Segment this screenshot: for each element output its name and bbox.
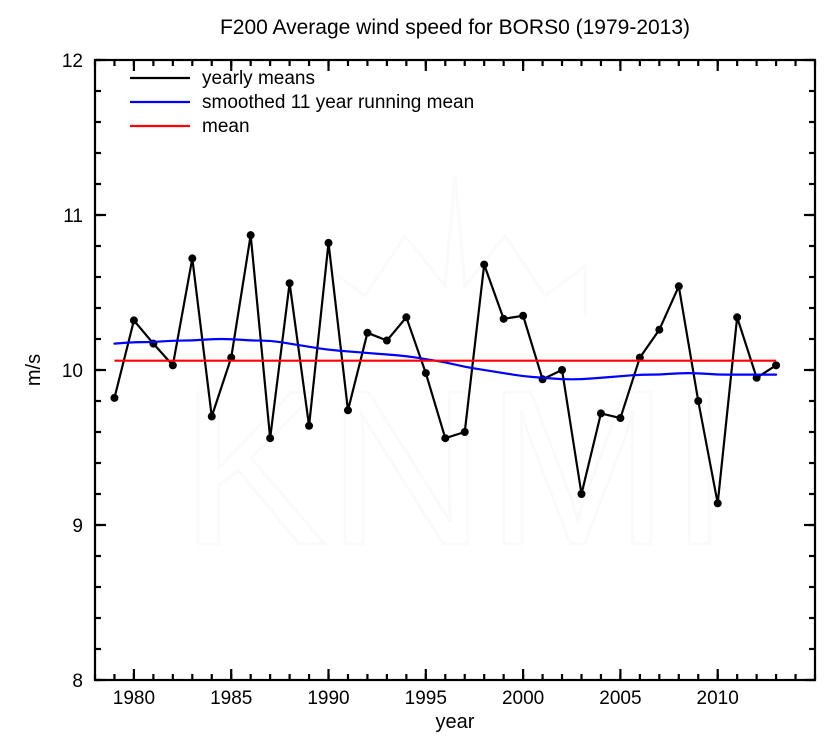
y-tick-label: 11	[63, 206, 83, 227]
marker	[577, 490, 585, 498]
marker	[402, 313, 410, 321]
marker	[714, 499, 722, 507]
marker	[422, 369, 430, 377]
legend-label: yearly means	[202, 68, 315, 89]
marker	[286, 279, 294, 287]
x-tick-label: 1990	[307, 688, 349, 709]
marker	[655, 326, 663, 334]
legend-label: mean	[202, 116, 250, 137]
x-axis-label: year	[436, 711, 475, 733]
y-tick-label: 10	[62, 361, 83, 382]
x-tick-label: 2000	[502, 688, 544, 709]
legend-label: smoothed 11 year running mean	[202, 92, 474, 113]
y-tick-label: 8	[72, 671, 83, 692]
y-tick-label: 12	[62, 51, 83, 72]
marker	[616, 414, 624, 422]
marker	[266, 434, 274, 442]
marker	[305, 422, 313, 430]
chart-title: F200 Average wind speed for BORS0 (1979-…	[220, 16, 690, 39]
marker	[694, 397, 702, 405]
x-tick-label: 1985	[210, 688, 252, 709]
y-tick-label: 9	[72, 516, 83, 537]
marker	[188, 254, 196, 262]
marker	[772, 361, 780, 369]
marker	[480, 261, 488, 269]
wind-speed-chart: KNMI 1980 1985 1990 1995 2000 2005 2010 8 9 10 11 12…	[0, 0, 830, 741]
marker	[130, 316, 138, 324]
marker	[169, 361, 177, 369]
marker	[363, 329, 371, 337]
x-tick-label: 2010	[697, 688, 739, 709]
marker	[500, 315, 508, 323]
marker	[344, 406, 352, 414]
marker	[383, 337, 391, 345]
x-tick-label: 2005	[599, 688, 641, 709]
watermark-text: KNMI	[180, 345, 730, 591]
marker	[558, 366, 566, 374]
marker	[110, 394, 118, 402]
x-tick-label: 1980	[113, 688, 155, 709]
marker	[441, 434, 449, 442]
marker	[247, 231, 255, 239]
marker	[675, 282, 683, 290]
marker	[519, 312, 527, 320]
marker	[597, 409, 605, 417]
marker	[325, 239, 333, 247]
marker	[208, 413, 216, 421]
x-tick-label: 1995	[405, 688, 447, 709]
marker	[733, 313, 741, 321]
marker	[461, 428, 469, 436]
y-axis-label: m/s	[23, 354, 45, 386]
